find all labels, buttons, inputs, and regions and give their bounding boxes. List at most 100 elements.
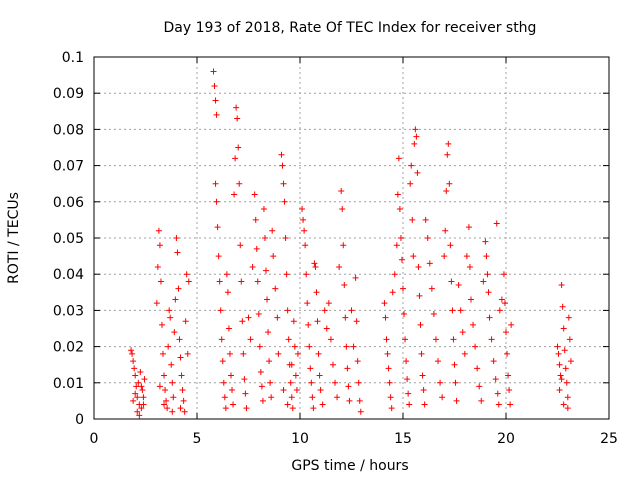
- data-point-marker: [230, 401, 237, 408]
- data-point-marker: [184, 350, 191, 357]
- data-point-marker: [141, 376, 148, 383]
- data-point-marker: [226, 350, 233, 357]
- data-point-marker: [554, 343, 561, 350]
- data-point-marker: [432, 336, 439, 343]
- data-point-marker: [389, 289, 396, 296]
- data-point-marker: [403, 358, 410, 365]
- data-point-marker: [234, 115, 241, 122]
- data-point-marker: [274, 314, 281, 321]
- data-point-marker: [156, 383, 163, 390]
- data-point-marker: [258, 383, 265, 390]
- data-point-marker: [495, 401, 502, 408]
- data-point-marker: [132, 390, 139, 397]
- data-point-marker: [410, 253, 417, 260]
- data-point-marker: [212, 97, 219, 104]
- data-point-marker: [381, 300, 388, 307]
- data-point-marker: [138, 383, 145, 390]
- data-point-marker: [157, 278, 164, 285]
- data-point-marker: [167, 314, 174, 321]
- axis-ticks: 0 5 10 15 20 25 0 0.01 0.02 0.03 0.04 0.05 0.06 0.07 0…: [53, 50, 618, 447]
- data-point-marker: [442, 227, 449, 234]
- data-point-marker: [139, 387, 146, 394]
- data-point-marker: [243, 405, 250, 412]
- data-point-marker: [404, 376, 411, 383]
- data-point-marker: [137, 368, 144, 375]
- data-point-marker: [492, 376, 499, 383]
- data-point-marker: [153, 300, 160, 307]
- data-point-marker: [472, 343, 479, 350]
- data-point-marker: [293, 387, 300, 394]
- data-point-marker: [325, 300, 332, 307]
- data-point-marker: [134, 408, 141, 415]
- data-point-marker: [172, 296, 179, 303]
- data-point-marker: [221, 394, 228, 401]
- data-point-marker: [401, 311, 408, 318]
- data-point-marker: [211, 82, 218, 89]
- data-point-marker: [235, 144, 242, 151]
- data-point-marker: [164, 405, 171, 412]
- data-point-marker: [213, 198, 220, 205]
- data-point-marker: [229, 387, 236, 394]
- data-point-marker: [506, 387, 513, 394]
- data-point-marker: [252, 216, 259, 223]
- data-point-marker: [418, 350, 425, 357]
- data-point-marker: [174, 249, 181, 256]
- data-point-marker: [340, 242, 347, 249]
- x-tick-label: 5: [193, 431, 202, 447]
- data-point-marker: [496, 307, 503, 314]
- data-point-marker: [294, 350, 301, 357]
- y-tick-label: 0.1: [62, 50, 84, 66]
- data-point-marker: [182, 318, 189, 325]
- data-point-marker: [136, 412, 143, 419]
- data-point-marker: [417, 321, 424, 328]
- data-point-marker: [493, 220, 500, 227]
- data-point-marker: [565, 314, 572, 321]
- data-point-marker: [185, 278, 192, 285]
- data-point-marker: [132, 372, 139, 379]
- data-point-marker: [384, 350, 391, 357]
- x-tick-label: 25: [600, 431, 618, 447]
- x-tick-label: 0: [90, 431, 99, 447]
- data-point-marker: [241, 376, 248, 383]
- data-point-marker: [319, 401, 326, 408]
- data-point-marker: [299, 206, 306, 213]
- data-point-marker: [405, 390, 412, 397]
- data-point-marker: [409, 216, 416, 223]
- data-point-marker: [176, 336, 183, 343]
- data-point-marker: [500, 271, 507, 278]
- plot-frame: [93, 56, 610, 420]
- data-point-marker: [265, 329, 272, 336]
- data-point-marker: [171, 329, 178, 336]
- data-point-marker: [474, 365, 481, 372]
- data-point-marker: [292, 372, 299, 379]
- data-point-marker: [303, 271, 310, 278]
- data-point-marker: [321, 307, 328, 314]
- data-point-marker: [215, 253, 222, 260]
- data-point-marker: [214, 224, 221, 231]
- data-point-marker: [556, 361, 563, 368]
- data-point-marker: [484, 271, 491, 278]
- data-point-marker: [260, 206, 267, 213]
- data-point-marker: [355, 379, 362, 386]
- data-point-marker: [173, 235, 180, 241]
- data-point-marker: [263, 267, 270, 274]
- data-point-marker: [465, 224, 472, 231]
- data-point-marker: [284, 307, 291, 314]
- data-point-marker: [312, 263, 319, 270]
- data-point-marker: [483, 253, 490, 260]
- data-point-marker: [457, 307, 464, 314]
- data-point-marker: [488, 336, 495, 343]
- data-point-marker: [447, 242, 454, 249]
- data-point-marker: [563, 379, 570, 386]
- data-point-marker: [213, 111, 220, 118]
- data-point-marker: [178, 372, 185, 379]
- data-point-marker: [416, 292, 423, 299]
- data-point-marker: [451, 361, 458, 368]
- data-point-marker: [559, 303, 566, 310]
- data-point-marker: [307, 365, 314, 372]
- y-tick-label: 0.05: [53, 231, 84, 247]
- data-point-marker: [256, 343, 263, 350]
- data-point-marker: [396, 206, 403, 213]
- data-point-marker: [212, 180, 219, 187]
